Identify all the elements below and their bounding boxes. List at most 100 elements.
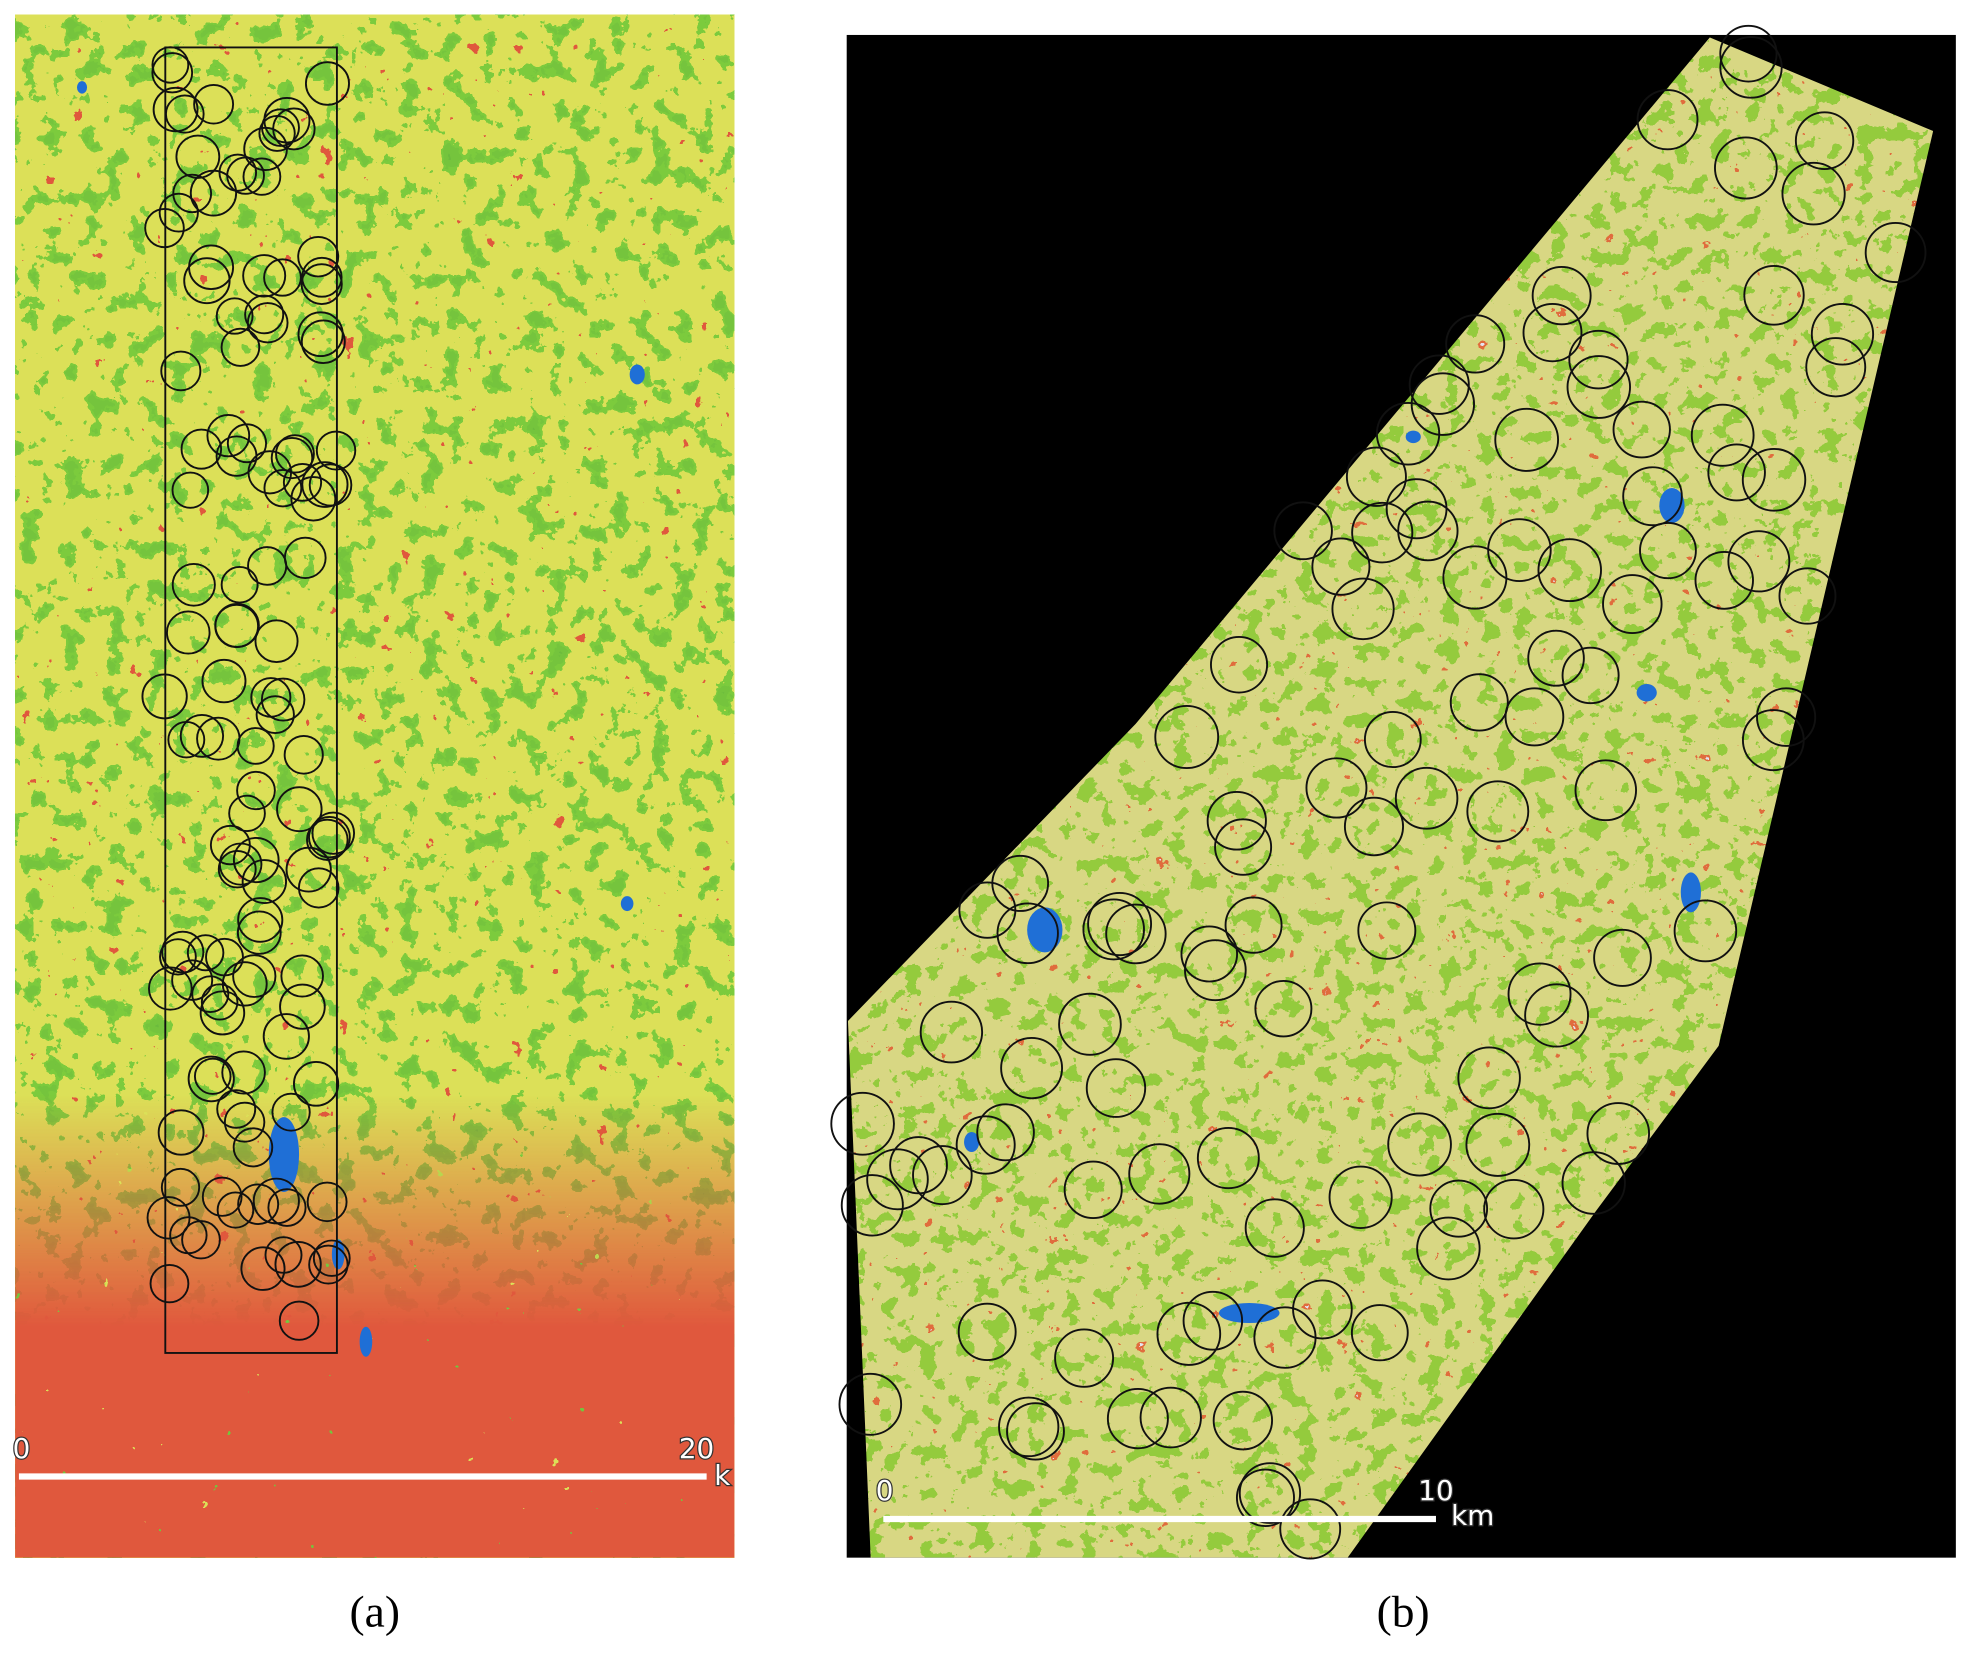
sample-circle (1719, 24, 1778, 83)
scale-start: 0 (876, 1474, 894, 1507)
sample-circle (199, 990, 246, 1036)
sample-circle (1429, 1179, 1489, 1238)
sample-circle (1781, 161, 1846, 226)
sample-circle (1810, 303, 1875, 366)
sample-circle (1507, 962, 1572, 1026)
caption-a: (a) (350, 1587, 400, 1637)
sample-circle (1602, 574, 1663, 634)
sample-circle (179, 713, 225, 758)
sample-circle (1331, 577, 1395, 641)
sample-circle (1254, 980, 1313, 1038)
sample-circle (1328, 1165, 1393, 1229)
sample-circle (1527, 629, 1585, 687)
sample-circle (1416, 1216, 1481, 1281)
sample-circle (1357, 901, 1417, 960)
sample-circle (141, 673, 188, 720)
sample-circle (1085, 1058, 1147, 1118)
sample-circle (312, 1239, 351, 1277)
sample-circle (255, 695, 295, 734)
sample-circle (1180, 925, 1239, 983)
sample-circle (191, 975, 230, 1013)
sample-circle (1343, 796, 1405, 857)
sample-circle (1128, 1143, 1191, 1205)
sample-circle (1593, 928, 1652, 987)
sample-circle (1063, 1160, 1123, 1219)
sample-circle (271, 1092, 311, 1132)
sample-sites (830, 24, 1927, 1560)
sample-circle (158, 192, 199, 233)
sample-circle (216, 1089, 257, 1129)
sample-circle (1568, 329, 1629, 390)
map-b: 0 10 km (830, 24, 1956, 1560)
sample-circle (270, 437, 314, 480)
sample-circle (171, 959, 214, 1001)
sample-circle (1805, 337, 1867, 398)
sample-circle (1537, 538, 1602, 603)
caption-b: (b) (1377, 1587, 1430, 1637)
sample-circle (976, 1103, 1035, 1162)
sample-circle (148, 966, 193, 1011)
sample-circle (236, 910, 282, 955)
sample-circle (157, 1109, 205, 1156)
sample-circle (214, 603, 260, 648)
sample-circle (840, 1174, 904, 1237)
sample-circle (308, 816, 351, 859)
sample-circle (220, 327, 261, 367)
sample-circle (237, 1183, 280, 1225)
sample-circle (315, 430, 357, 471)
sample-circle (1727, 530, 1791, 593)
sample-circle (1622, 466, 1683, 527)
sample-circle (300, 263, 343, 305)
sample-circle (1524, 983, 1589, 1048)
sample-circle (232, 836, 280, 884)
sample-circle (889, 1136, 948, 1195)
sample-circle (1311, 537, 1371, 596)
sample-circle (957, 1302, 1017, 1361)
sample-circle (955, 1115, 1016, 1175)
sample-circle (175, 134, 221, 179)
sample-circle (1442, 545, 1508, 610)
sample-circle (215, 297, 254, 335)
sample-circle (1673, 899, 1738, 963)
water (76, 81, 645, 1357)
sample-circle (1238, 1462, 1302, 1524)
sample-circle (1182, 1290, 1244, 1351)
sample-circle (1054, 1328, 1115, 1388)
sample-circle (996, 902, 1059, 965)
sample-circle (1566, 355, 1631, 419)
sample-circle (1006, 1402, 1065, 1461)
sample-circle (159, 938, 197, 976)
sample-circle (186, 934, 225, 972)
sample-circle (1196, 1126, 1260, 1190)
sample-circle (261, 108, 300, 147)
sample-circle (1743, 264, 1805, 326)
sample-circle (1586, 1102, 1651, 1165)
sample-circle (218, 842, 263, 886)
sample-circle (160, 350, 202, 392)
sample-circle (1375, 401, 1441, 466)
sample-circle (830, 1091, 895, 1156)
sample-circle (201, 1176, 243, 1217)
sample-circle (226, 423, 268, 464)
sample-circle (290, 476, 337, 522)
sample-circle (151, 46, 190, 84)
sample-circle (308, 463, 353, 507)
sample-circle (240, 1246, 286, 1291)
scale-end: 10 (1418, 1474, 1453, 1507)
sample-circle (1714, 136, 1778, 200)
sample-circle (166, 610, 211, 655)
sample-circle (306, 818, 349, 861)
sample-circle (267, 1188, 307, 1227)
sample-circle (279, 983, 326, 1030)
sample-circle (169, 1216, 208, 1255)
study-area (164, 46, 338, 1354)
sample-circle (1466, 780, 1530, 843)
scale-unit: km (1451, 1499, 1494, 1532)
sample-circle (1864, 222, 1927, 284)
sample-circle (246, 302, 289, 344)
sample-circle (201, 658, 247, 704)
sample-circle (220, 566, 259, 604)
sample-circle (232, 954, 277, 998)
sample-circle (232, 1127, 274, 1168)
